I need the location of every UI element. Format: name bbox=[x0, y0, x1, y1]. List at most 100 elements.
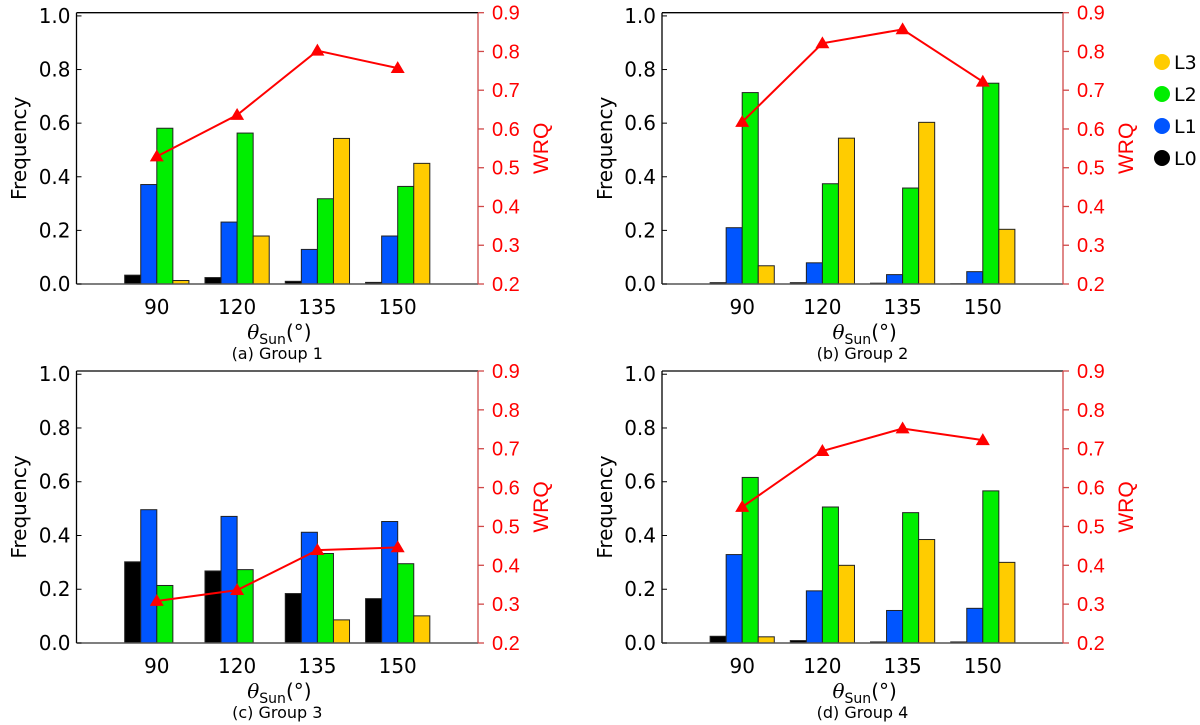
y2-tick-label: 0.9 bbox=[1077, 361, 1105, 383]
x-tick-label: 135 bbox=[884, 295, 922, 319]
y2-tick-label: 0.4 bbox=[1077, 555, 1105, 577]
bar-l2 bbox=[156, 584, 174, 644]
x-label-subscript: Sun bbox=[845, 691, 872, 707]
bar-l1 bbox=[381, 235, 399, 285]
y2-tick-label: 0.2 bbox=[492, 633, 520, 655]
y-tick-label: 0.0 bbox=[624, 631, 656, 655]
x-tick-label: 150 bbox=[379, 654, 417, 678]
y2-tick-label: 0.9 bbox=[492, 3, 520, 25]
y2-axis-label: WRQ bbox=[530, 481, 553, 532]
bar-l2 bbox=[397, 563, 415, 644]
wrq-marker bbox=[390, 540, 405, 553]
y2-tick-label: 0.3 bbox=[1077, 235, 1105, 257]
y2-tick-label: 0.6 bbox=[1077, 478, 1105, 500]
x-axis-label: θSun(°) bbox=[247, 679, 311, 707]
y2-tick-label: 0.2 bbox=[1077, 274, 1105, 296]
bar-l2 bbox=[982, 490, 1000, 644]
y-axis-label: Frequency bbox=[7, 97, 31, 200]
bar-l2 bbox=[236, 132, 254, 285]
y-tick-label: 0.0 bbox=[624, 272, 656, 296]
x-label-unit: (°) bbox=[871, 320, 897, 344]
y2-tick-label: 0.6 bbox=[1077, 119, 1105, 141]
bar-l1 bbox=[220, 221, 238, 285]
y-tick-label: 0.4 bbox=[39, 523, 71, 547]
bar-l1 bbox=[805, 262, 823, 285]
bar-l2 bbox=[316, 552, 334, 644]
wrq-marker bbox=[895, 22, 910, 35]
legend-marker-l0 bbox=[1154, 150, 1170, 166]
x-label-theta: θ bbox=[247, 679, 259, 703]
wrq-line bbox=[156, 49, 398, 158]
y2-axis-label: WRQ bbox=[530, 123, 553, 174]
y2-axis-label: WRQ bbox=[1115, 123, 1138, 174]
wrq-marker bbox=[975, 74, 990, 87]
bar-l1 bbox=[300, 248, 318, 285]
x-label-subscript: Sun bbox=[259, 332, 286, 348]
bar-l3 bbox=[413, 615, 431, 644]
bar-l3 bbox=[332, 137, 351, 285]
bar-l2 bbox=[821, 183, 839, 285]
y2-tick-label: 0.5 bbox=[1077, 158, 1105, 180]
y-tick-label: 0.6 bbox=[39, 111, 71, 135]
bar-l1 bbox=[140, 509, 158, 644]
legend-label: L0 bbox=[1174, 148, 1197, 170]
subplot-3: 0.0 0.2 0.4 0.6 0.8 1.0 0.2 0.3 0.4 0.5 0.6 0.7 0.8 0… bbox=[593, 361, 1138, 722]
wrq-marker bbox=[149, 594, 164, 606]
x-label-subscript: Sun bbox=[845, 332, 872, 348]
y2-tick-label: 0.3 bbox=[492, 235, 520, 257]
x-tick-label: 150 bbox=[379, 295, 417, 319]
y-tick-label: 1.0 bbox=[39, 362, 71, 386]
bar-l2 bbox=[397, 185, 415, 285]
subplot-caption: (c) Group 3 bbox=[232, 703, 322, 722]
x-tick-label: 135 bbox=[298, 295, 336, 319]
y-axis-label: Frequency bbox=[593, 97, 617, 200]
x-label-unit: (°) bbox=[286, 679, 312, 703]
x-tick-label: 90 bbox=[729, 654, 754, 678]
y2-tick-label: 0.7 bbox=[1077, 80, 1105, 102]
bar-l0 bbox=[124, 274, 142, 285]
wrq-line bbox=[741, 427, 983, 508]
subplot-caption: (b) Group 2 bbox=[817, 344, 909, 363]
y-tick-label: 0.2 bbox=[39, 218, 71, 242]
y-tick-label: 1.0 bbox=[39, 4, 71, 28]
subplot-2: 0.0 0.2 0.4 0.6 0.8 1.0 0.2 0.3 0.4 0.5 0.6 0.7 0.8 0… bbox=[7, 361, 553, 722]
x-tick-label: 90 bbox=[729, 295, 754, 319]
y-tick-label: 0.8 bbox=[624, 58, 656, 82]
bar-l3 bbox=[918, 539, 936, 644]
bar-l3 bbox=[252, 235, 270, 285]
bar-l1 bbox=[966, 607, 984, 644]
y-tick-label: 0.6 bbox=[624, 470, 656, 494]
y-tick-label: 0.0 bbox=[39, 631, 71, 655]
x-label-unit: (°) bbox=[871, 679, 897, 703]
bar-l2 bbox=[821, 506, 839, 644]
bar-l2 bbox=[316, 198, 334, 285]
bar-l1 bbox=[725, 554, 743, 644]
y2-tick-label: 0.8 bbox=[492, 400, 520, 422]
y-tick-label: 0.8 bbox=[624, 416, 656, 440]
wrq-marker bbox=[310, 43, 325, 56]
y2-tick-label: 0.6 bbox=[492, 478, 520, 500]
legend-marker-l3 bbox=[1154, 54, 1170, 70]
bar-l0 bbox=[365, 598, 383, 644]
subplot-caption: (d) Group 4 bbox=[817, 703, 909, 722]
x-tick-label: 90 bbox=[144, 654, 169, 678]
x-tick-label: 135 bbox=[884, 654, 922, 678]
wrq-marker bbox=[815, 36, 830, 49]
y2-tick-label: 0.9 bbox=[1077, 3, 1105, 25]
bar-l0 bbox=[204, 277, 222, 285]
y2-tick-label: 0.4 bbox=[1077, 196, 1105, 218]
wrq-marker bbox=[895, 421, 910, 434]
x-axis-label: θSun(°) bbox=[247, 320, 311, 348]
subplot-1: 0.0 0.2 0.4 0.6 0.8 1.0 0.2 0.3 0.4 0.5 0.6 0.7 0.8 0… bbox=[593, 3, 1138, 363]
y-tick-label: 0.2 bbox=[624, 218, 656, 242]
wrq-marker bbox=[149, 149, 164, 162]
x-tick-label: 120 bbox=[218, 295, 256, 319]
y2-tick-label: 0.5 bbox=[492, 516, 520, 538]
wrq-marker bbox=[975, 433, 990, 446]
bar-l2 bbox=[236, 569, 254, 644]
wrq-marker bbox=[735, 114, 750, 127]
bar-l0 bbox=[709, 635, 727, 644]
y2-tick-label: 0.5 bbox=[1077, 516, 1105, 538]
bar-l3 bbox=[757, 265, 775, 285]
